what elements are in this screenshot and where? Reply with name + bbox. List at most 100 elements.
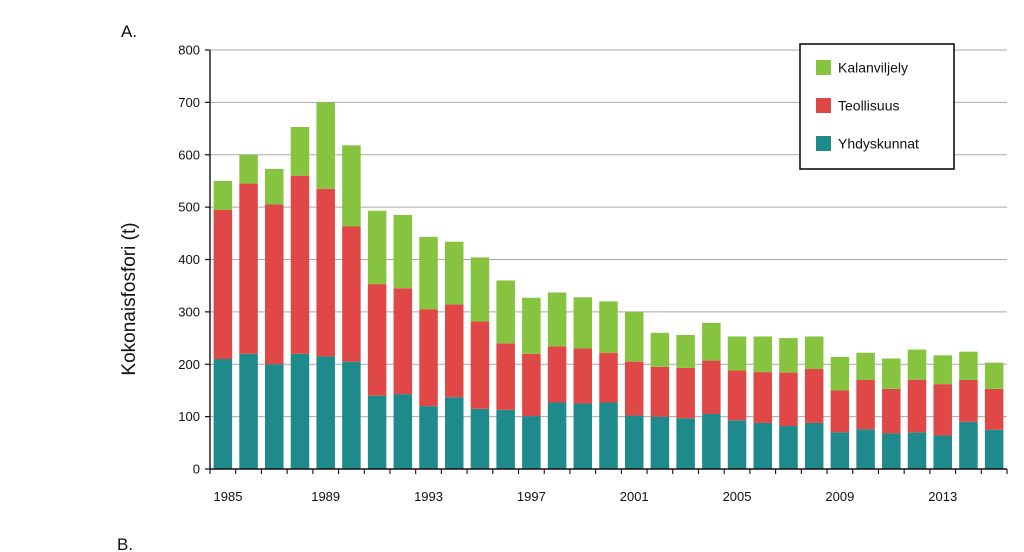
- bars: [213, 102, 1004, 470]
- bar-segment-yhdyskunnat-2005: [727, 420, 747, 469]
- bar-segment-kalanviljely-1985: [213, 180, 233, 210]
- bar-segment-yhdyskunnat-2015: [984, 429, 1004, 469]
- bar-segment-teollisuus-2012: [907, 379, 927, 433]
- bar-segment-yhdyskunnat-1988: [290, 353, 310, 469]
- bar-segment-kalanviljely-2008: [804, 336, 824, 369]
- bar-segment-yhdyskunnat-1992: [393, 394, 413, 469]
- bar-segment-yhdyskunnat-2004: [702, 414, 721, 469]
- bar-segment-teollisuus-1985: [213, 209, 233, 360]
- x-tick-label: 1993: [414, 489, 443, 504]
- bar-segment-kalanviljely-2005: [727, 336, 747, 371]
- x-tick-label: 1997: [517, 489, 546, 504]
- x-tick-labels: 1985 1989 1993 1997 2001 2005 2009 2013: [209, 469, 1008, 504]
- bar-segment-teollisuus-2008: [804, 368, 824, 423]
- bar-segment-teollisuus-2013: [933, 384, 952, 436]
- bar-segment-kalanviljely-2015: [984, 362, 1004, 389]
- legend-label-kalanviljely: Kalanviljely: [838, 60, 908, 76]
- bar-segment-kalanviljely-2006: [753, 336, 773, 373]
- bar-segment-teollisuus-2015: [984, 388, 1004, 430]
- y-tick-label: 600: [178, 147, 200, 162]
- y-tick-label: 700: [178, 95, 200, 110]
- bar-segment-yhdyskunnat-2007: [779, 426, 798, 469]
- y-tick-label: 0: [193, 462, 200, 477]
- bar-segment-kalanviljely-2009: [830, 356, 850, 391]
- bar-segment-yhdyskunnat-2001: [624, 415, 644, 469]
- y-axis-title: Kokonaisfosfori (t): [119, 222, 140, 375]
- bar-segment-teollisuus-1998: [547, 346, 567, 403]
- bar-segment-teollisuus-1999: [573, 348, 593, 404]
- bar-segment-teollisuus-1986: [239, 183, 258, 354]
- bar-segment-yhdyskunnat-1987: [265, 364, 284, 469]
- bar-segment-teollisuus-1997: [522, 353, 541, 417]
- bar-segment-kalanviljely-2002: [650, 332, 670, 367]
- bar-segment-kalanviljely-1989: [316, 102, 335, 189]
- bar-segment-kalanviljely-2003: [676, 334, 695, 368]
- bar-segment-teollisuus-2000: [599, 352, 618, 403]
- bar-segment-kalanviljely-2014: [959, 351, 978, 380]
- bar-segment-yhdyskunnat-2012: [907, 432, 927, 469]
- legend-label-yhdyskunnat: Yhdyskunnat: [838, 136, 919, 152]
- bar-segment-kalanviljely-1988: [290, 126, 310, 176]
- bar-segment-teollisuus-1993: [419, 309, 438, 407]
- y-tick-label: 200: [178, 357, 200, 372]
- bar-segment-teollisuus-2009: [830, 390, 850, 433]
- legend-swatch-yhdyskunnat: [816, 136, 831, 151]
- bar-segment-teollisuus-1988: [290, 175, 310, 354]
- bar-segment-kalanviljely-2013: [933, 355, 952, 385]
- bar-segment-teollisuus-1987: [265, 204, 284, 365]
- bar-segment-kalanviljely-1995: [470, 257, 490, 322]
- x-tick-label: 2005: [723, 489, 752, 504]
- bar-segment-yhdyskunnat-1999: [573, 403, 593, 469]
- bar-segment-yhdyskunnat-2013: [933, 435, 952, 469]
- y-tick-label: 500: [178, 200, 200, 215]
- bar-segment-yhdyskunnat-2011: [882, 433, 901, 469]
- bar-segment-yhdyskunnat-2002: [650, 416, 670, 470]
- bar-segment-teollisuus-1995: [470, 321, 490, 409]
- bar-segment-yhdyskunnat-2009: [830, 432, 850, 469]
- bar-segment-teollisuus-2003: [676, 367, 695, 419]
- bar-segment-teollisuus-2014: [959, 379, 978, 422]
- bar-segment-yhdyskunnat-2006: [753, 422, 773, 469]
- x-tick-label: 1989: [311, 489, 340, 504]
- bar-segment-kalanviljely-2004: [702, 322, 721, 361]
- bar-segment-teollisuus-2005: [727, 370, 747, 421]
- bar-segment-teollisuus-1992: [393, 288, 413, 395]
- bar-segment-kalanviljely-1992: [393, 214, 413, 289]
- bar-segment-kalanviljely-1996: [496, 280, 515, 344]
- bar-segment-yhdyskunnat-1998: [547, 402, 567, 469]
- legend-swatch-kalanviljely: [816, 60, 831, 75]
- bar-segment-kalanviljely-2007: [779, 338, 798, 373]
- bar-segment-yhdyskunnat-2008: [804, 422, 824, 469]
- bar-segment-kalanviljely-1994: [444, 241, 464, 305]
- bar-segment-teollisuus-2006: [753, 372, 773, 423]
- panel-label-b: B.: [117, 535, 133, 552]
- bar-segment-kalanviljely-2010: [856, 352, 875, 380]
- legend-swatch-teollisuus: [816, 98, 831, 113]
- bar-segment-teollisuus-2007: [779, 372, 798, 427]
- bar-segment-kalanviljely-1997: [522, 297, 541, 354]
- bar-segment-yhdyskunnat-1995: [470, 408, 490, 469]
- bar-segment-kalanviljely-2011: [882, 358, 901, 389]
- y-tick-label: 300: [178, 304, 200, 319]
- legend: Kalanviljely Teollisuus Yhdyskunnat: [799, 43, 955, 170]
- bar-segment-yhdyskunnat-2010: [856, 429, 875, 469]
- y-tick-label: 100: [178, 409, 200, 424]
- y-tick-label: 800: [178, 43, 200, 58]
- x-tick-label: 2009: [825, 489, 854, 504]
- bar-segment-teollisuus-2010: [856, 379, 875, 430]
- bar-segment-yhdyskunnat-1994: [444, 397, 464, 469]
- bar-segment-yhdyskunnat-1993: [419, 406, 438, 469]
- bar-segment-kalanviljely-1990: [342, 145, 361, 227]
- x-tick-label: 1985: [214, 489, 243, 504]
- x-tick-label: 2001: [620, 489, 649, 504]
- bar-segment-yhdyskunnat-1989: [316, 356, 335, 469]
- bar-segment-yhdyskunnat-1986: [239, 353, 258, 469]
- bar-segment-yhdyskunnat-1996: [496, 409, 515, 469]
- bar-segment-kalanviljely-2001: [624, 311, 644, 362]
- y-tick-labels: 0 100 200 300 400 500 600 700 800: [178, 43, 210, 477]
- bar-segment-kalanviljely-1998: [547, 292, 567, 347]
- bar-segment-yhdyskunnat-1991: [367, 395, 387, 469]
- bar-segment-yhdyskunnat-1985: [213, 359, 233, 469]
- bar-segment-kalanviljely-1986: [239, 154, 258, 184]
- bar-segment-kalanviljely-1987: [265, 168, 284, 205]
